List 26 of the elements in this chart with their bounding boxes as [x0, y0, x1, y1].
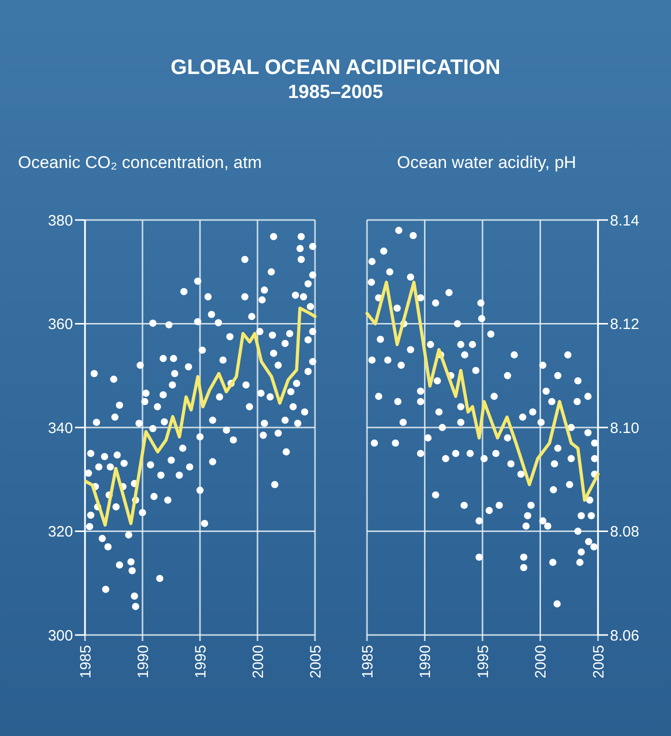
x-tick-label: 1990	[134, 645, 152, 678]
y-tick-label: 340	[48, 420, 73, 437]
x-tick-label: 1995	[192, 645, 210, 678]
y-tick-label: 320	[48, 524, 73, 540]
chart-title: GLOBAL OCEAN ACIDIFICATION	[170, 56, 500, 79]
x-tick-label: 1985	[359, 645, 376, 678]
y2-tick-label: 8.10	[610, 420, 640, 437]
y2-axis-title: Ocean water acidity, pH	[397, 153, 576, 172]
y-tick-label: 380	[48, 212, 73, 230]
x-tick-label: 2005	[590, 645, 608, 678]
y-axis-title: Oceanic CO₂ concentration, atm	[18, 153, 262, 172]
x-tick-label: 2000	[250, 645, 267, 678]
chart-subtitle: 1985–2005	[288, 82, 384, 103]
y-tick-label: 360	[48, 316, 73, 333]
line-series	[365, 280, 600, 502]
y2-tick-label: 8.08	[610, 524, 640, 540]
y2-tick-label: 8.06	[610, 627, 640, 644]
y2-tick-label: 8.14	[610, 212, 640, 230]
x-tick-label: 2005	[307, 645, 324, 678]
x-tick-label: 1985	[77, 645, 94, 678]
y2-tick-label: 8.12	[610, 316, 640, 333]
x-tick-label: 1995	[474, 645, 492, 678]
x-tick-label: 1990	[417, 645, 434, 678]
x-tick-label: 2000	[532, 645, 550, 678]
line-series	[84, 306, 317, 527]
y-tick-label: 300	[48, 627, 73, 644]
